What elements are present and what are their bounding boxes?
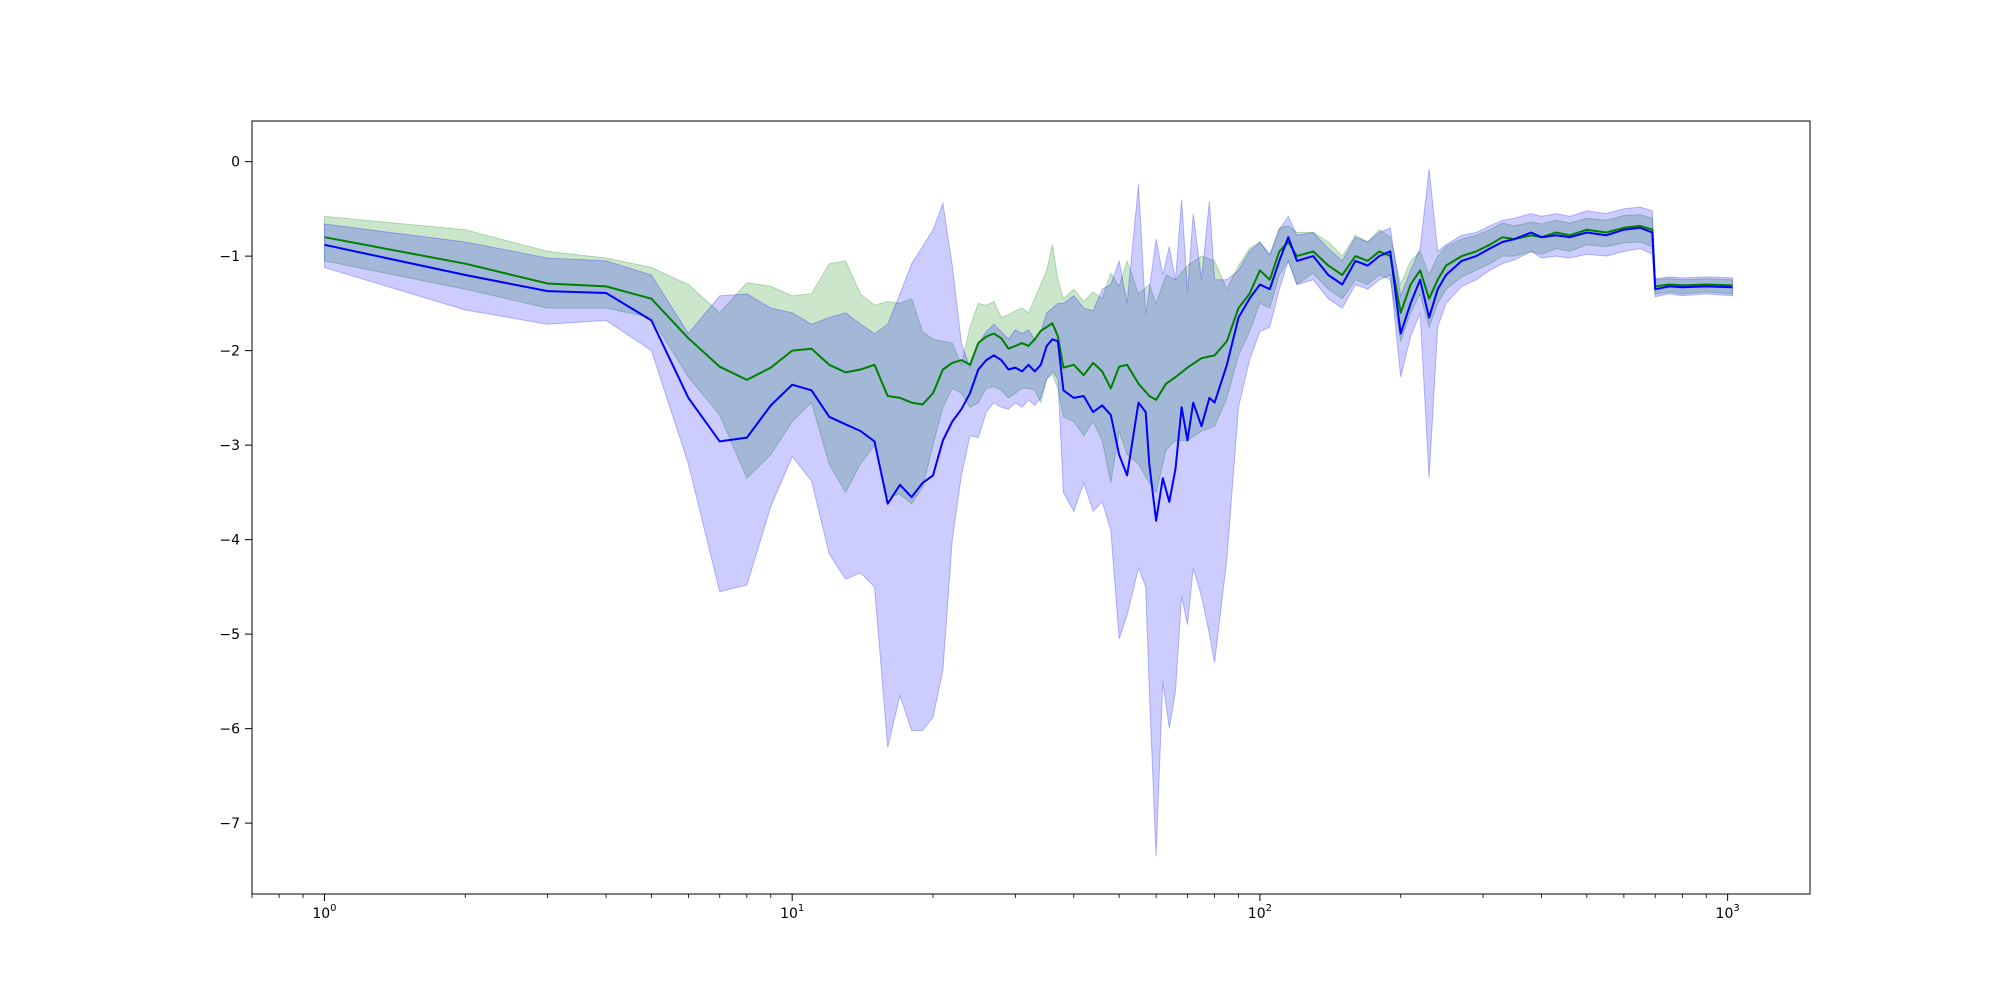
axes-frame xyxy=(251,120,1811,895)
x-axis: 100 101 102 103 xyxy=(251,894,1740,922)
y-tick-label: −2 xyxy=(219,344,240,360)
series-0-line xyxy=(324,224,1733,406)
y-tick-label: 0 xyxy=(231,155,240,171)
series-0-band xyxy=(324,214,1733,505)
y-tick-label: −5 xyxy=(219,627,240,643)
y-tick-label: −4 xyxy=(219,533,240,549)
x-tick-label: 100 xyxy=(312,903,336,922)
series-1-line xyxy=(324,226,1733,522)
y-axis: 0 −1 −2 −3 −4 −5 −6 −7 xyxy=(219,155,252,832)
x-tick-label: 102 xyxy=(1248,903,1272,922)
y-tick-label: −1 xyxy=(219,249,240,265)
plot-area xyxy=(324,169,1733,857)
y-tick-label: −7 xyxy=(219,816,240,832)
x-tick-label: 103 xyxy=(1716,903,1740,922)
y-tick-label: −6 xyxy=(219,722,240,738)
x-tick-label: 101 xyxy=(780,903,804,922)
y-tick-label: −3 xyxy=(219,438,240,454)
